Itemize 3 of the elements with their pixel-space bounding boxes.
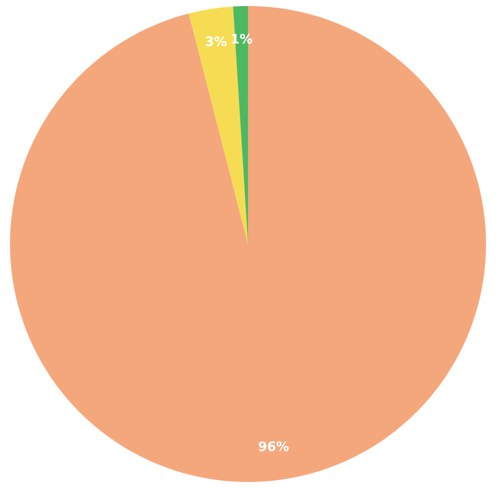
data-label: 3% — [204, 34, 228, 50]
data-label: 96% — [258, 440, 290, 456]
pie-slice — [10, 6, 486, 482]
